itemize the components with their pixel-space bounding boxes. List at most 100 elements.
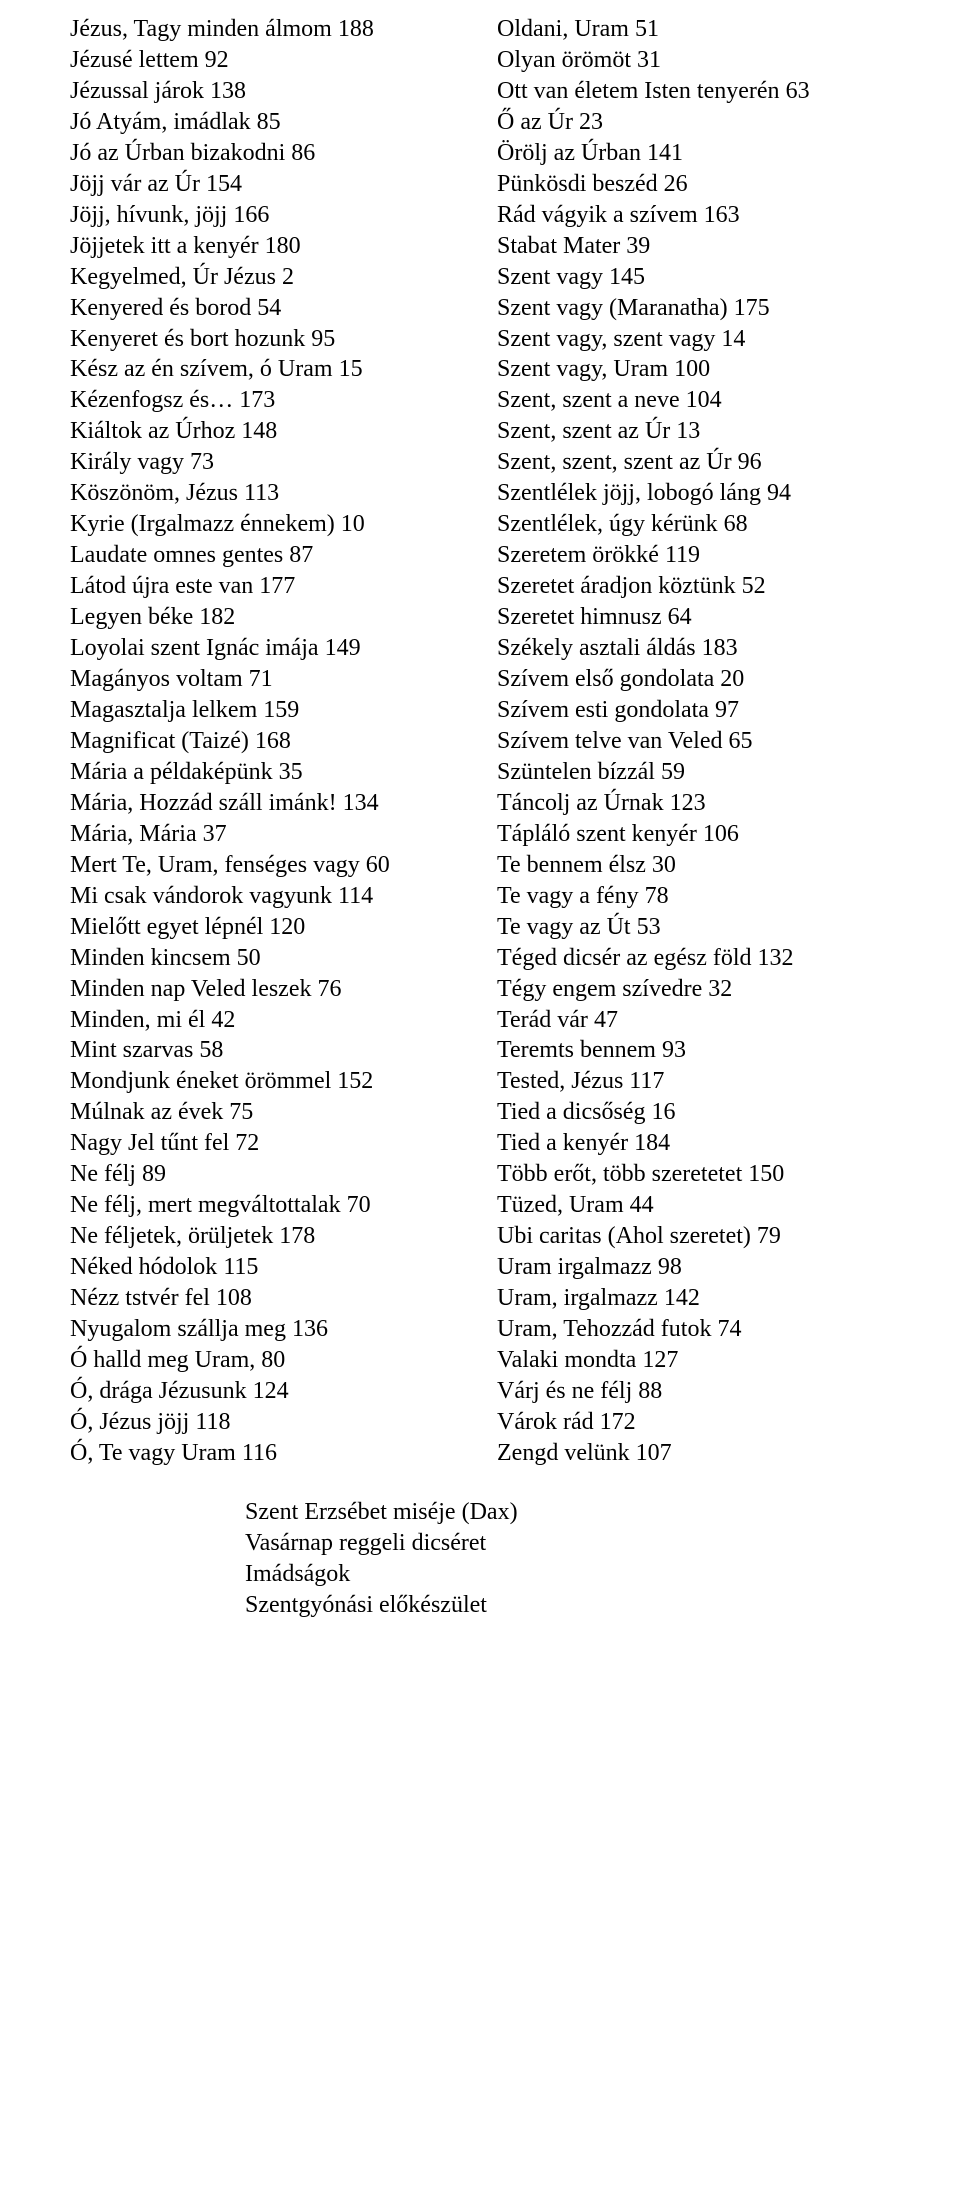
entry-title: Minden nap Veled leszek [70,976,312,1002]
index-entry: Kiáltok az Úrhoz 148 [70,416,473,447]
entry-number: 44 [630,1192,654,1218]
entry-number: 183 [702,635,738,661]
entry-title: Szent vagy [497,264,603,290]
entry-title: Tied a dicsőség [497,1099,645,1125]
footer-entry: Szent Erzsébet miséje (Dax) [245,1497,900,1528]
entry-title: Jó Atyám, imádlak [70,109,251,135]
entry-number: 118 [195,1409,230,1435]
entry-number: 63 [786,78,810,104]
index-entry: Szeretem örökké 119 [497,540,900,571]
entry-title: Stabat Mater [497,233,620,259]
entry-number: 104 [686,387,722,413]
index-entry: Szent, szent az Úr 13 [497,416,900,447]
entry-number: 59 [661,759,685,785]
entry-title: Te vagy az Út [497,914,631,940]
index-entry: Terád vár 47 [497,1005,900,1036]
entry-title: Kegyelmed, Úr Jézus [70,264,276,290]
entry-title: Ó, Jézus jöjj [70,1409,189,1435]
index-entry: Minden kincsem 50 [70,943,473,974]
entry-title: Jézus, Tagy minden álmom [70,16,332,42]
entry-title: Uram, Tehozzád futok [497,1316,711,1342]
index-entry: Zengd velünk 107 [497,1438,900,1469]
index-entry: Magnificat (Taizé) 168 [70,726,473,757]
entry-number: 188 [338,16,374,42]
index-entry: Szeretet himnusz 64 [497,602,900,633]
index-entry: Kegyelmed, Úr Jézus 2 [70,262,473,293]
entry-number: 37 [203,821,227,847]
entry-title: Uram, irgalmazz [497,1285,658,1311]
entry-title: Oldani, Uram [497,16,629,42]
index-entry: Szent, szent, szent az Úr 96 [497,447,900,478]
index-entry: Szent, szent a neve 104 [497,385,900,416]
entry-number: 136 [292,1316,328,1342]
entry-title: Szüntelen bízzál [497,759,655,785]
index-entry: Loyolai szent Ignác imája 149 [70,633,473,664]
entry-number: 92 [205,47,229,73]
entry-number: 127 [642,1347,678,1373]
entry-title: Király vagy [70,449,184,475]
index-entry: Király vagy 73 [70,447,473,478]
index-entry: Ott van életem Isten tenyerén 63 [497,76,900,107]
index-entry: Stabat Mater 39 [497,231,900,262]
index-entry: Minden nap Veled leszek 76 [70,974,473,1005]
entry-number: 107 [636,1440,672,1466]
entry-number: 141 [647,140,683,166]
index-entry: Magányos voltam 71 [70,664,473,695]
entry-number: 88 [638,1378,662,1404]
entry-title: Több erőt, több szeretetet [497,1161,742,1187]
entry-number: 70 [347,1192,371,1218]
entry-title: Jöjj vár az Úr [70,171,200,197]
index-entry: Tied a dicsőség 16 [497,1097,900,1128]
entry-number: 117 [629,1068,664,1094]
entry-number: 97 [715,697,739,723]
entry-title: Tüzed, Uram [497,1192,624,1218]
index-entry: Mondjunk éneket örömmel 152 [70,1066,473,1097]
index-entry: Téged dicsér az egész föld 132 [497,943,900,974]
entry-number: 72 [235,1130,259,1156]
entry-number: 75 [229,1099,253,1125]
index-entry: Mert Te, Uram, fenséges vagy 60 [70,850,473,881]
entry-title: Szent vagy, szent vagy [497,326,715,352]
entry-title: Teremts bennem [497,1037,656,1063]
entry-number: 52 [742,573,766,599]
entry-number: 150 [748,1161,784,1187]
entry-title: Szeretet himnusz [497,604,662,630]
index-entry: Tégy engem szívedre 32 [497,974,900,1005]
entry-number: 85 [257,109,281,135]
footer-entry: Vasárnap reggeli dicséret [245,1528,900,1559]
index-entry: Nyugalom szállja meg 136 [70,1314,473,1345]
index-entry: Néked hódolok 115 [70,1252,473,1283]
index-entry: Mária, Hozzád száll imánk! 134 [70,788,473,819]
entry-number: 173 [239,387,275,413]
index-entry: Mielőtt egyet lépnél 120 [70,912,473,943]
entry-number: 166 [233,202,269,228]
index-entry: Tápláló szent kenyér 106 [497,819,900,850]
index-entry: Kenyered és borod 54 [70,293,473,324]
entry-title: Valaki mondta [497,1347,636,1373]
entry-title: Téged dicsér az egész föld [497,945,752,971]
index-entry: Kész az én szívem, ó Uram 15 [70,354,473,385]
entry-title: Mondjunk éneket örömmel [70,1068,331,1094]
entry-number: 10 [341,511,365,537]
entry-number: 15 [339,356,363,382]
entry-title: Magányos voltam [70,666,243,692]
index-entry: Jó Atyám, imádlak 85 [70,107,473,138]
entry-number: 138 [210,78,246,104]
entry-number: 51 [635,16,659,42]
index-entry: Tested, Jézus 117 [497,1066,900,1097]
index-entry: Tied a kenyér 184 [497,1128,900,1159]
entry-title: Magnificat (Taizé) [70,728,249,754]
entry-title: Laudate omnes gentes [70,542,283,568]
entry-number: 148 [241,418,277,444]
index-entry: Ó, Jézus jöjj 118 [70,1407,473,1438]
footer-list: Szent Erzsébet miséje (Dax)Vasárnap regg… [70,1497,900,1621]
index-columns: Jézus, Tagy minden álmom 188Jézusé lette… [70,14,900,1469]
entry-title: Szívem első gondolata [497,666,714,692]
index-entry: Örölj az Úrban 141 [497,138,900,169]
entry-number: 132 [758,945,794,971]
entry-title: Mária, Mária [70,821,197,847]
entry-title: Zengd velünk [497,1440,630,1466]
entry-title: Szeretet áradjon köztünk [497,573,736,599]
index-entry: Látod újra este van 177 [70,571,473,602]
entry-number: 68 [724,511,748,537]
